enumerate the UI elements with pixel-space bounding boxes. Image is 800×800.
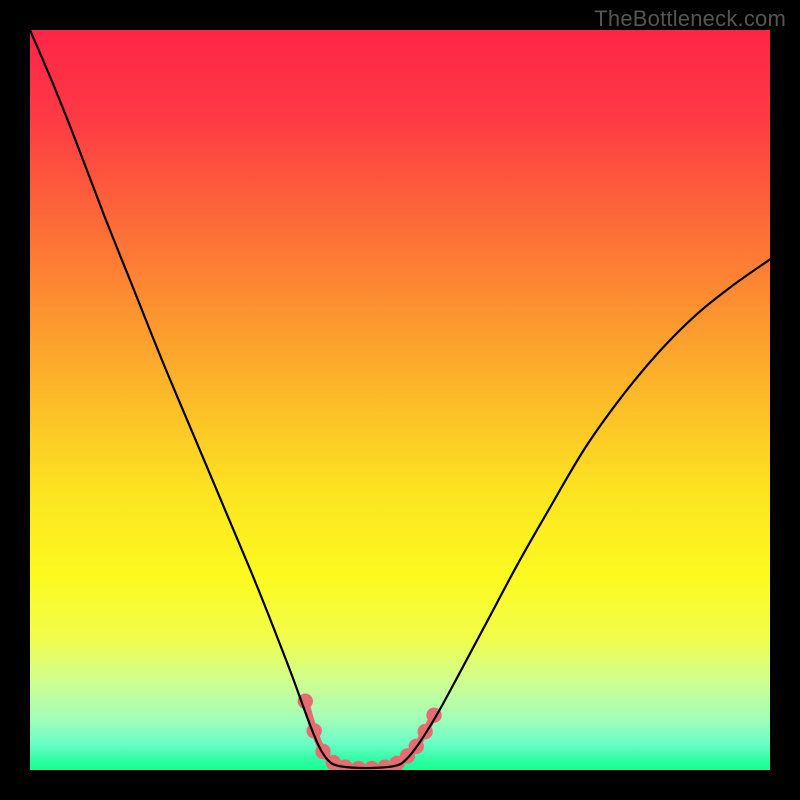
heatmap-gradient [30, 30, 770, 770]
bottleneck-chart [0, 0, 800, 800]
attribution-label: TheBottleneck.com [594, 6, 786, 32]
